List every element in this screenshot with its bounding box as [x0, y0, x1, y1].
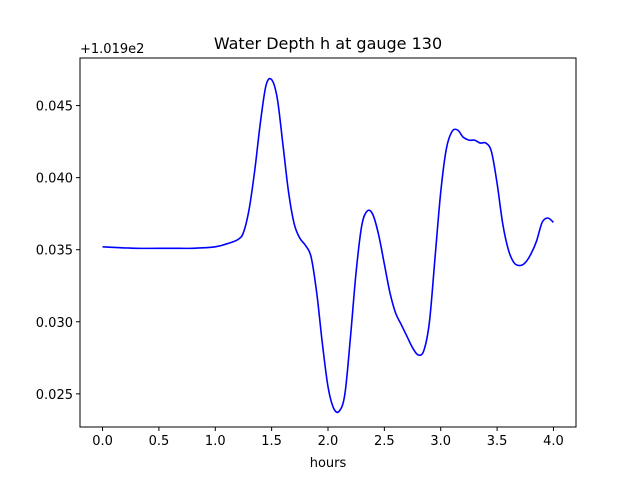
y-offset-label: +1.019e2	[80, 42, 144, 57]
x-tick-label: 2.5	[374, 434, 395, 449]
y-tick-label: 0.045	[36, 100, 73, 115]
x-tick-label: 0.5	[149, 434, 170, 449]
y-tick-label: 0.040	[36, 172, 73, 187]
x-tick-label: 1.5	[261, 434, 282, 449]
chart-title: Water Depth h at gauge 130	[214, 34, 442, 53]
x-tick-label: 2.0	[318, 434, 339, 449]
plot-area: 0.0 0.5 1.0 1.5 2.0 2.5 3.0 3.5 4.0 0.025 0.030 0.0…	[36, 77, 564, 449]
y-tick-label: 0.035	[36, 244, 73, 259]
series-line	[102, 77, 554, 414]
x-tick-label: 4.0	[543, 434, 564, 449]
y-tick-label: 0.025	[36, 388, 73, 403]
y-tick-label: 0.030	[36, 316, 73, 331]
x-tick-label: 0.0	[92, 434, 113, 449]
x-axis-label: hours	[310, 456, 347, 471]
x-tick-label: 1.0	[205, 434, 226, 449]
x-tick-label: 3.0	[430, 434, 451, 449]
x-tick-label: 3.5	[487, 434, 508, 449]
axes-frame	[79, 57, 577, 428]
